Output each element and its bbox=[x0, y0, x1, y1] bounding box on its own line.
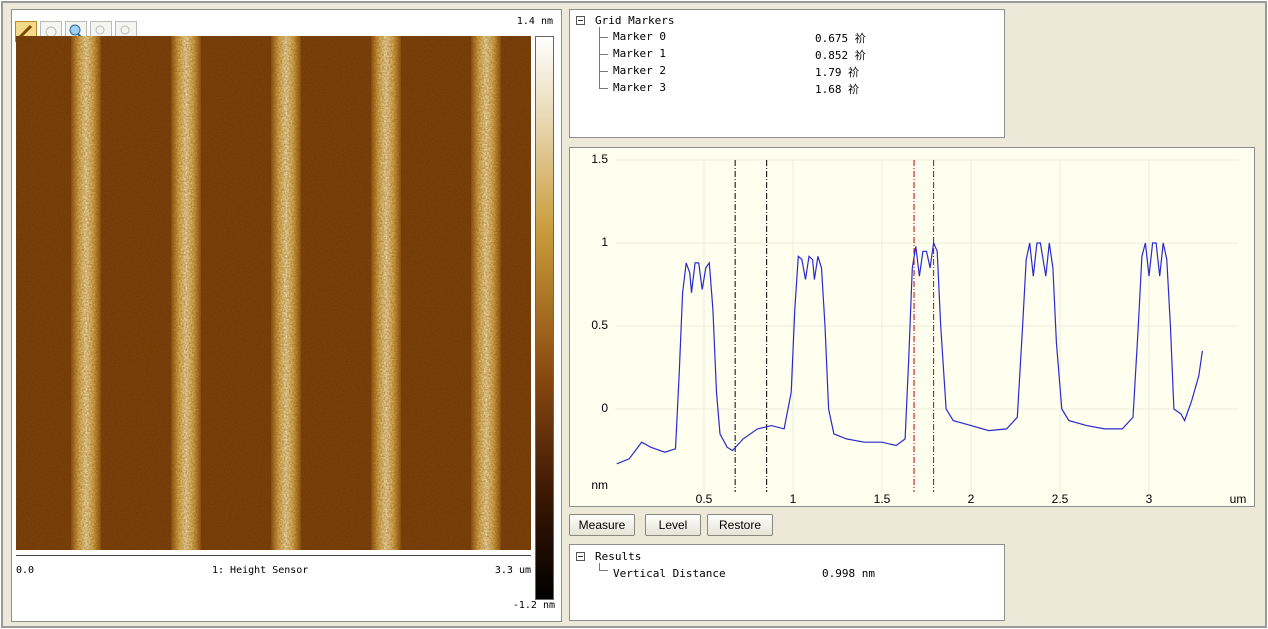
grid-markers-panel: Grid Markers Marker 0 0.675 祄 Marker 1 0.85… bbox=[569, 9, 1005, 138]
y-tick-label: 1 bbox=[601, 235, 608, 249]
x-start: 0.0 bbox=[16, 565, 35, 576]
color-bar bbox=[535, 36, 554, 600]
result-name: Vertical Distance bbox=[613, 567, 726, 580]
x-tick-label: 0.5 bbox=[696, 492, 713, 506]
x-tick-label: 2 bbox=[968, 492, 975, 506]
collapse-toggle[interactable] bbox=[576, 16, 585, 25]
scale-min: -1.2 nm bbox=[512, 600, 555, 611]
tree-branch bbox=[600, 71, 608, 72]
marker-value: 1.68 祄 bbox=[815, 83, 860, 96]
y-axis-label: nm bbox=[591, 478, 608, 492]
marker-name: Marker 1 bbox=[613, 47, 666, 60]
marker-value: 0.852 祄 bbox=[815, 49, 866, 62]
scale-max: 1.4 nm bbox=[516, 16, 553, 27]
button[interactable]: Restore bbox=[707, 514, 773, 536]
marker-value: 1.79 祄 bbox=[815, 66, 860, 79]
tree-branch bbox=[600, 54, 608, 55]
tree-line bbox=[599, 78, 608, 89]
tree-line bbox=[599, 27, 608, 44]
grid-markers-title: Grid Markers bbox=[595, 14, 675, 27]
x-axis bbox=[16, 555, 531, 556]
marker-name: Marker 0 bbox=[613, 30, 666, 43]
marker-value: 0.675 祄 bbox=[815, 32, 866, 45]
channel-label: 1: Height Sensor bbox=[212, 565, 309, 576]
tree-line bbox=[599, 44, 608, 61]
tree-line bbox=[599, 563, 608, 571]
tree-branch bbox=[600, 37, 608, 38]
marker-name: Marker 2 bbox=[613, 64, 666, 77]
x-tick-label: 1.5 bbox=[874, 492, 891, 506]
results-title: Results bbox=[595, 550, 642, 563]
x-tick-label: 2.5 bbox=[1052, 492, 1069, 506]
x-axis-label: um bbox=[1230, 492, 1247, 506]
profile-chart-panel: 0 0.5 1 1.5 0.5 1 1.5 2 2.5 3 nm um bbox=[569, 147, 1255, 507]
y-tick-label: 0.5 bbox=[591, 318, 608, 332]
image-panel: 1.4 nm 0.0 1: Height Sensor 3.3 um -1.2 … bbox=[11, 9, 562, 622]
afm-image bbox=[16, 36, 531, 550]
button[interactable]: Measure bbox=[569, 514, 635, 536]
x-end: 3.3 um bbox=[494, 565, 531, 576]
y-tick-label: 1.5 bbox=[591, 152, 608, 166]
collapse-toggle[interactable] bbox=[576, 552, 585, 561]
y-tick-label: 0 bbox=[601, 401, 608, 415]
x-tick-label: 1 bbox=[790, 492, 797, 506]
button[interactable]: Level bbox=[645, 514, 701, 536]
profile-chart: 0 0.5 1 1.5 0.5 1 1.5 2 2.5 3 nm um bbox=[591, 152, 1247, 506]
results-panel: Results Vertical Distance 0.998 nm bbox=[569, 544, 1005, 621]
tree-line bbox=[599, 61, 608, 78]
marker-name: Marker 3 bbox=[613, 81, 666, 94]
result-value: 0.998 nm bbox=[822, 567, 875, 580]
x-tick-label: 3 bbox=[1146, 492, 1153, 506]
profile-line bbox=[616, 240, 1203, 465]
